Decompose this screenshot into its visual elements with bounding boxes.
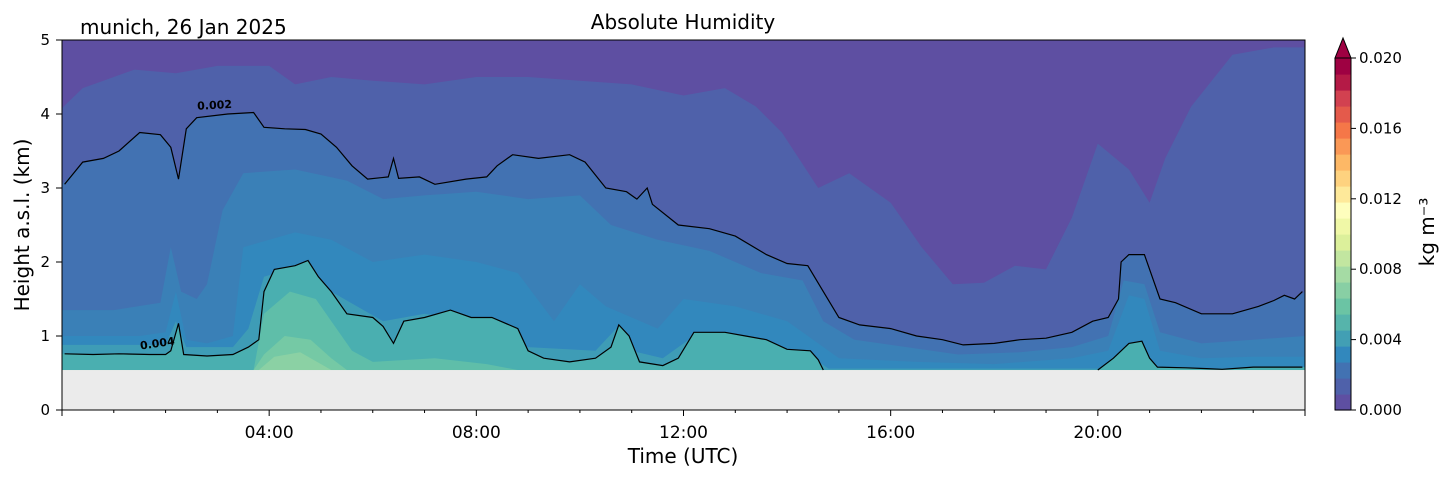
x-tick-label: 04:00 [245, 423, 294, 443]
colorbar-segment [1335, 106, 1351, 123]
colorbar-segment [1335, 154, 1351, 171]
x-axis: 04:00 08:00 12:00 16:00 20:00 [61, 410, 1306, 443]
contour-label: 0.002 [197, 98, 232, 113]
y-tick-label: 1 [40, 327, 50, 345]
colorbar-label: kg m⁻³ [1415, 198, 1439, 267]
y-tick-label: 3 [40, 179, 50, 197]
colorbar-segment [1335, 74, 1351, 91]
colorbar-segment [1335, 170, 1351, 187]
y-axis: 0 1 2 3 4 5 [40, 31, 62, 419]
x-tick-label: 12:00 [659, 423, 708, 443]
x-tick-label: 16:00 [866, 423, 915, 443]
blind-zone [62, 370, 1305, 410]
colorbar-segment [1335, 378, 1351, 395]
colorbar-segment [1335, 298, 1351, 315]
plot-area [62, 40, 1305, 410]
colorbar-tick-label: 0.008 [1359, 260, 1402, 278]
colorbar-segment [1335, 314, 1351, 331]
y-tick-label: 4 [40, 105, 50, 123]
colorbar-extend-arrow [1334, 36, 1352, 59]
colorbar-segment [1335, 266, 1351, 283]
colorbar-tick-label: 0.000 [1359, 401, 1402, 419]
contour-label: 0.004 [139, 335, 176, 353]
y-axis-label: Height a.s.l. (km) [10, 139, 34, 312]
colorbar-tick-label: 0.016 [1359, 119, 1402, 137]
colorbar-tick-label: 0.020 [1359, 49, 1402, 67]
chart-subtitle: munich, 26 Jan 2025 [80, 15, 287, 39]
contour-layer: 0.002 0.004 [64, 98, 1303, 371]
contour-line [1097, 340, 1303, 371]
contour-line [64, 259, 824, 371]
colorbar-segment [1335, 250, 1351, 267]
colorbar-segment [1335, 138, 1351, 155]
x-tick-label: 20:00 [1073, 423, 1122, 443]
colorbar: 0.000 0.004 0.008 0.012 0.016 0.020 [1334, 36, 1402, 419]
x-axis-label: Time (UTC) [627, 444, 739, 468]
colorbar-segment [1335, 330, 1351, 347]
x-tick-label: 08:00 [452, 423, 501, 443]
y-tick-label: 2 [40, 253, 50, 271]
y-tick-label: 5 [40, 31, 50, 49]
colorbar-segment [1335, 122, 1351, 139]
colorbar-segment [1335, 58, 1351, 75]
colorbar-segment [1335, 186, 1351, 203]
contour-line [64, 111, 1303, 346]
colorbar-segment [1335, 362, 1351, 379]
colorbar-segment [1335, 282, 1351, 299]
colorbar-segment [1335, 346, 1351, 363]
colorbar-segment [1335, 90, 1351, 107]
colorbar-tick-label: 0.004 [1359, 331, 1402, 349]
colorbar-segment [1335, 394, 1351, 411]
colorbar-segment [1335, 218, 1351, 235]
colorbar-segment [1335, 234, 1351, 251]
chart-title: Absolute Humidity [591, 10, 776, 34]
colorbar-segment [1335, 202, 1351, 219]
y-tick-label: 0 [40, 401, 50, 419]
colorbar-tick-label: 0.012 [1359, 190, 1402, 208]
